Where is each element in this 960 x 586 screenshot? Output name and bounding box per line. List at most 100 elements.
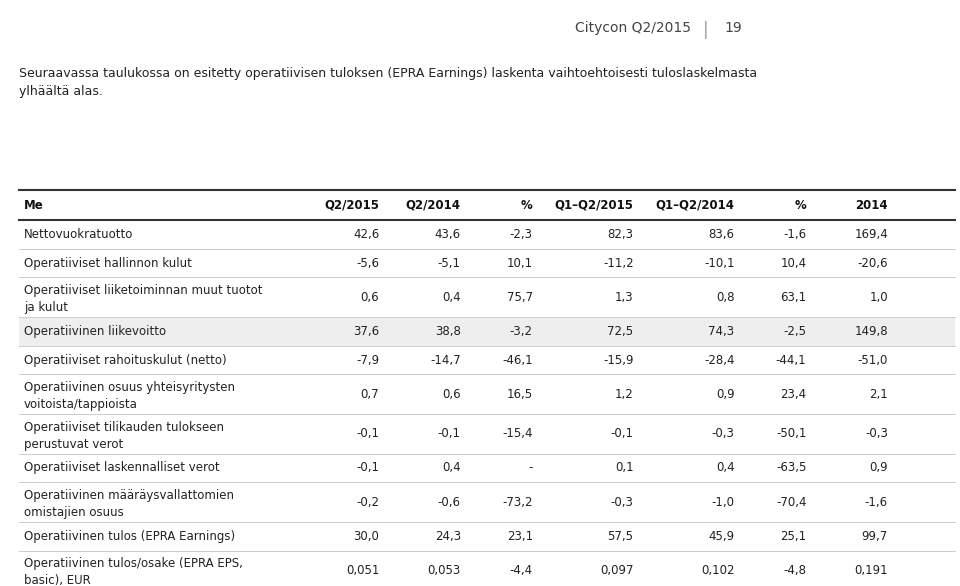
Text: -4,8: -4,8: [783, 564, 806, 577]
Text: Seuraavassa taulukossa on esitetty operatiivisen tuloksen (EPRA Earnings) lasken: Seuraavassa taulukossa on esitetty opera…: [19, 67, 757, 98]
Text: -0,2: -0,2: [356, 496, 379, 509]
Text: Operatiivinen osuus yhteisyritysten
voitoista/tappioista: Operatiivinen osuus yhteisyritysten voit…: [24, 381, 235, 411]
Text: Q2/2014: Q2/2014: [406, 199, 461, 212]
Text: 72,5: 72,5: [608, 325, 634, 338]
Text: -4,4: -4,4: [510, 564, 533, 577]
Text: -0,3: -0,3: [711, 427, 734, 440]
Text: 74,3: 74,3: [708, 325, 734, 338]
Text: 2014: 2014: [855, 199, 888, 212]
Text: Operatiiviset rahoituskulut (netto): Operatiiviset rahoituskulut (netto): [24, 353, 227, 367]
Text: -2,5: -2,5: [783, 325, 806, 338]
Text: 1,0: 1,0: [870, 291, 888, 304]
Text: 0,4: 0,4: [716, 462, 734, 475]
Text: -0,6: -0,6: [438, 496, 461, 509]
Text: 38,8: 38,8: [435, 325, 461, 338]
Text: -46,1: -46,1: [502, 353, 533, 367]
Text: -7,9: -7,9: [356, 353, 379, 367]
Text: 0,6: 0,6: [443, 388, 461, 401]
Text: -51,0: -51,0: [857, 353, 888, 367]
Text: 75,7: 75,7: [507, 291, 533, 304]
Text: -5,6: -5,6: [356, 257, 379, 270]
Text: -1,6: -1,6: [865, 496, 888, 509]
Text: 99,7: 99,7: [862, 530, 888, 543]
Text: -0,1: -0,1: [356, 427, 379, 440]
Text: Operatiiviset laskennalliset verot: Operatiiviset laskennalliset verot: [24, 462, 220, 475]
Text: -15,9: -15,9: [603, 353, 634, 367]
Text: 37,6: 37,6: [353, 325, 379, 338]
Text: %: %: [795, 199, 806, 212]
Text: 16,5: 16,5: [507, 388, 533, 401]
Text: 149,8: 149,8: [854, 325, 888, 338]
Text: -11,2: -11,2: [603, 257, 634, 270]
Text: %: %: [521, 199, 533, 212]
Text: Operatiivinen tulos (EPRA Earnings): Operatiivinen tulos (EPRA Earnings): [24, 530, 235, 543]
Text: 57,5: 57,5: [608, 530, 634, 543]
Text: -15,4: -15,4: [502, 427, 533, 440]
Text: 82,3: 82,3: [608, 228, 634, 241]
Text: -0,1: -0,1: [611, 427, 634, 440]
Text: -50,1: -50,1: [776, 427, 806, 440]
Text: -0,1: -0,1: [438, 427, 461, 440]
Text: 42,6: 42,6: [353, 228, 379, 241]
Text: -0,3: -0,3: [865, 427, 888, 440]
Text: 30,0: 30,0: [353, 530, 379, 543]
Text: 43,6: 43,6: [435, 228, 461, 241]
Text: -0,1: -0,1: [356, 462, 379, 475]
Text: 45,9: 45,9: [708, 530, 734, 543]
Text: 0,053: 0,053: [427, 564, 461, 577]
Text: |: |: [703, 21, 708, 39]
Text: Operatiiviset tilikauden tulokseen
perustuvat verot: Operatiiviset tilikauden tulokseen perus…: [24, 421, 224, 451]
Text: 0,4: 0,4: [443, 291, 461, 304]
Text: 0,102: 0,102: [701, 564, 734, 577]
Text: Operatiiviset liiketoiminnan muut tuotot
ja kulut: Operatiiviset liiketoiminnan muut tuotot…: [24, 284, 262, 314]
Text: 0,8: 0,8: [716, 291, 734, 304]
Text: -70,4: -70,4: [776, 496, 806, 509]
Text: 23,1: 23,1: [507, 530, 533, 543]
Text: 0,9: 0,9: [716, 388, 734, 401]
Text: -2,3: -2,3: [510, 228, 533, 241]
Text: -14,7: -14,7: [430, 353, 461, 367]
Text: 10,1: 10,1: [507, 257, 533, 270]
Text: -44,1: -44,1: [776, 353, 806, 367]
Text: Q1–Q2/2014: Q1–Q2/2014: [656, 199, 734, 212]
Text: -63,5: -63,5: [776, 462, 806, 475]
Text: -73,2: -73,2: [502, 496, 533, 509]
Text: 10,4: 10,4: [780, 257, 806, 270]
Text: -5,1: -5,1: [438, 257, 461, 270]
Text: 169,4: 169,4: [854, 228, 888, 241]
Text: -0,3: -0,3: [611, 496, 634, 509]
Text: Q2/2015: Q2/2015: [324, 199, 379, 212]
Text: 2,1: 2,1: [869, 388, 888, 401]
Text: -: -: [528, 462, 533, 475]
Text: Q1–Q2/2015: Q1–Q2/2015: [555, 199, 634, 212]
Text: 83,6: 83,6: [708, 228, 734, 241]
Text: 25,1: 25,1: [780, 530, 806, 543]
Text: Citycon Q2/2015: Citycon Q2/2015: [575, 21, 691, 35]
Text: 0,097: 0,097: [600, 564, 634, 577]
Text: 19: 19: [725, 21, 742, 35]
Text: -1,6: -1,6: [783, 228, 806, 241]
Text: 0,191: 0,191: [854, 564, 888, 577]
Text: -1,0: -1,0: [711, 496, 734, 509]
Text: 0,1: 0,1: [615, 462, 634, 475]
Text: Operatiiviset hallinnon kulut: Operatiiviset hallinnon kulut: [24, 257, 192, 270]
Text: 0,051: 0,051: [346, 564, 379, 577]
Text: Operatiivinen liikevoitto: Operatiivinen liikevoitto: [24, 325, 166, 338]
Text: -3,2: -3,2: [510, 325, 533, 338]
Text: Me: Me: [24, 199, 44, 212]
Text: Operatiivinen määräysvallattomien
omistajien osuus: Operatiivinen määräysvallattomien omista…: [24, 489, 234, 519]
Text: 1,3: 1,3: [615, 291, 634, 304]
Text: Operatiivinen tulos/osake (EPRA EPS,
basic), EUR: Operatiivinen tulos/osake (EPRA EPS, bas…: [24, 557, 243, 586]
Text: 0,4: 0,4: [443, 462, 461, 475]
Text: -10,1: -10,1: [704, 257, 734, 270]
Text: 63,1: 63,1: [780, 291, 806, 304]
Text: -20,6: -20,6: [857, 257, 888, 270]
Text: -28,4: -28,4: [704, 353, 734, 367]
Text: 0,9: 0,9: [870, 462, 888, 475]
Text: 24,3: 24,3: [435, 530, 461, 543]
Text: 1,2: 1,2: [614, 388, 634, 401]
Text: 0,6: 0,6: [361, 291, 379, 304]
Text: 0,7: 0,7: [361, 388, 379, 401]
Text: 23,4: 23,4: [780, 388, 806, 401]
FancyBboxPatch shape: [19, 317, 955, 346]
